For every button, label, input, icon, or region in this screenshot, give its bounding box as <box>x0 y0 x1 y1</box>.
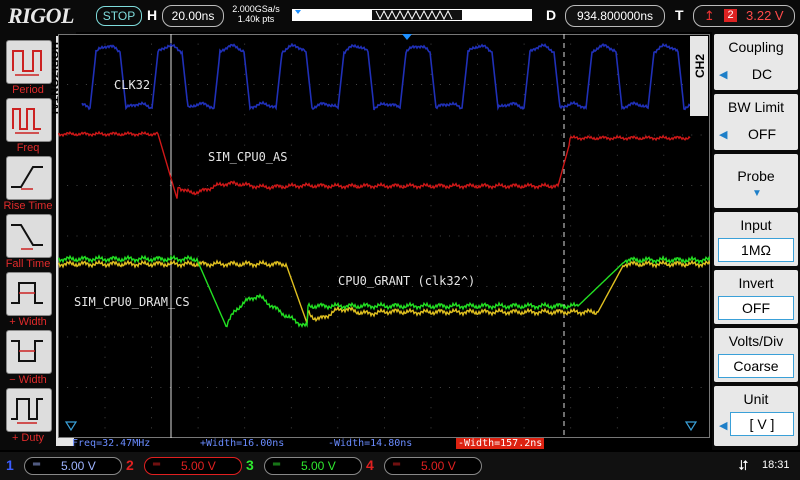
sim-cpu0-as-trace <box>58 130 691 199</box>
channel-number: 2 <box>126 457 134 473</box>
left-arrow-icon: ◀ <box>719 129 728 141</box>
sample-rate-info: 2.000GSa/s 1.40k pts <box>228 4 284 24</box>
rigol-logo: RIGOL <box>8 3 74 28</box>
delay-value[interactable]: 934.800000ns <box>565 5 665 27</box>
dc-coupling-icon: ═ <box>153 459 161 470</box>
sim-cpu0-dram-cs-label: SIM_CPU0_DRAM_CS <box>74 295 190 309</box>
period-icon <box>12 50 42 76</box>
channel-number: 4 <box>366 457 374 473</box>
dc-coupling-icon: ═ <box>33 459 41 470</box>
memory-strip-marker <box>295 10 301 14</box>
timebase-value[interactable]: 20.00ns <box>162 5 224 27</box>
down-arrow-icon: ▼ <box>752 188 762 199</box>
trigger-level: 3.22 V <box>746 8 784 23</box>
channel-scale: 5.00 V <box>301 459 336 473</box>
trigger-box[interactable]: ↥ 2 3.22 V <box>693 5 795 27</box>
bw-limit-button[interactable]: BW Limit ◀ OFF <box>714 94 798 150</box>
measure-pos-width-button[interactable] <box>6 272 52 316</box>
horizontal-label: H <box>147 7 158 23</box>
fall-time-icon <box>11 224 43 250</box>
rising-edge-icon: ↥ <box>704 8 715 23</box>
measure-freq-label: Freq <box>16 142 40 154</box>
measure-freq-button[interactable] <box>6 98 52 142</box>
neg-width-icon <box>11 340 43 362</box>
trigger-label: T <box>675 7 684 23</box>
cpu0-grant-trace <box>58 259 710 324</box>
memory-position-strip <box>292 9 532 21</box>
grid-border <box>58 34 710 438</box>
freq-measurement: Freq=32.47MHz <box>72 438 151 449</box>
grid-dots <box>58 34 710 438</box>
usb-icon: ⮃ <box>738 457 750 473</box>
invert-value: OFF <box>718 296 794 320</box>
channel-scale-box: ═ 5.00 V <box>384 457 482 475</box>
measure-neg-width-label: − Width <box>9 374 47 386</box>
channel-scale-box: ═ 5.00 V <box>144 457 242 475</box>
input-impedance-value: 1MΩ <box>718 238 794 262</box>
bw-limit-value: OFF <box>748 126 776 142</box>
measure-pos-duty-label: + Duty <box>11 432 45 444</box>
input-impedance-button[interactable]: Input 1MΩ <box>714 212 798 266</box>
top-status-bar: RIGOL STOP H 20.00ns 2.000GSa/s 1.40k pt… <box>0 0 800 32</box>
dc-coupling-icon: ═ <box>393 459 401 470</box>
sim-cpu0-as-label: SIM_CPU0_AS <box>208 150 288 164</box>
measure-pos-duty-button[interactable] <box>6 388 52 432</box>
invert-button[interactable]: Invert OFF <box>714 270 798 324</box>
channel-number: 1 <box>6 457 14 473</box>
measure-fall-time-button[interactable] <box>6 214 52 258</box>
pos-duty-icon <box>11 398 43 424</box>
measure-pos-width-label: + Width <box>9 316 47 328</box>
memory-strip-window <box>372 10 462 20</box>
channel-scale: 5.00 V <box>61 459 96 473</box>
run-state-badge[interactable]: STOP <box>96 6 142 26</box>
volts-div-value: Coarse <box>718 354 794 378</box>
dc-coupling-icon: ═ <box>273 459 281 470</box>
unit-value: [ V ] <box>730 412 794 436</box>
measure-fall-time-label: Fall Time <box>5 258 51 270</box>
unit-button[interactable]: Unit ◀ [ V ] <box>714 386 798 446</box>
measure-rise-time-label: Rise Time <box>3 200 53 212</box>
measure-period-label: Period <box>12 84 44 96</box>
channel-scale-box: ═ 5.00 V <box>264 457 362 475</box>
coupling-value: DC <box>751 66 773 82</box>
rise-time-icon <box>11 166 43 190</box>
sim-cpu0-dram-cs-trace <box>58 254 710 329</box>
probe-button[interactable]: Probe ▼ <box>714 154 798 208</box>
sample-rate: 2.000GSa/s <box>232 4 280 14</box>
channel-status-bar: 1 ═ 5.00 V 2 ═ 5.00 V 3 ═ 5.00 V 4 ═ 5.00 V ⮃ 18:31 <box>0 452 800 480</box>
memory-depth: 1.40k pts <box>237 14 275 24</box>
pos-width-measurement: +Width=16.00ns <box>200 438 285 449</box>
trigger-channel: 2 <box>724 9 737 22</box>
trigger-position-marker <box>402 34 412 40</box>
measure-period-button[interactable] <box>6 40 52 84</box>
coupling-button[interactable]: Coupling ◀ DC <box>714 34 798 90</box>
ch2-tab[interactable]: CH2 <box>690 36 708 116</box>
delay-label: D <box>546 7 557 23</box>
neg-width-ch2-measurement: -Width=157.2ns <box>456 438 545 449</box>
neg-width-measurement: -Width=14.80ns <box>328 438 413 449</box>
clock: 18:31 <box>762 459 790 471</box>
channel-scale-box: ═ 5.00 V <box>24 457 122 475</box>
channel-number: 3 <box>246 457 254 473</box>
channel-scale: 5.00 V <box>421 459 456 473</box>
pos-width-icon <box>11 282 43 304</box>
volts-div-button[interactable]: Volts/Div Coarse <box>714 328 798 382</box>
waveform-grid <box>58 34 710 438</box>
left-arrow-icon: ◀ <box>719 420 728 432</box>
waveform-display: CLK32 SIM_CPU0_AS CPU0_GRANT (clk32^) SI… <box>58 34 710 438</box>
measurement-results: Freq=32.47MHz +Width=16.00ns -Width=14.8… <box>58 438 710 450</box>
measure-rise-time-button[interactable] <box>6 156 52 200</box>
clk32-trace <box>81 42 699 111</box>
freq-icon <box>12 108 41 134</box>
cpu0-grant-label: CPU0_GRANT (clk32^) <box>338 274 476 288</box>
right-range-marker <box>684 421 698 432</box>
left-arrow-icon: ◀ <box>719 69 728 81</box>
channel-menu: CH2 Coupling ◀ DC BW Limit ◀ OFF Probe ▼… <box>690 32 800 450</box>
clk32-label: CLK32 <box>114 78 151 92</box>
measure-neg-width-button[interactable] <box>6 330 52 374</box>
channel-scale: 5.00 V <box>181 459 216 473</box>
left-range-marker <box>64 421 78 432</box>
